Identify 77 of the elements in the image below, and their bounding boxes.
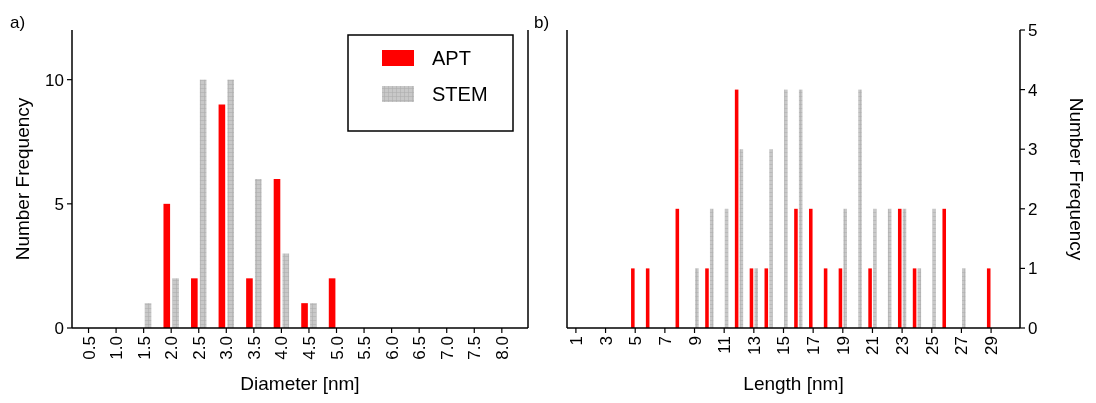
y2-tick-label: 1 [1028, 259, 1038, 279]
bar [227, 79, 235, 328]
x-tick-label: 2.0 [162, 336, 182, 360]
x-tick-label: 3.0 [217, 336, 237, 360]
x-tick-label: 27 [952, 336, 972, 355]
x-tick-label: 8.0 [492, 336, 512, 360]
x-tick-label: 1.0 [107, 336, 127, 360]
x-tick-label: 7 [655, 336, 675, 346]
x-tick-label: 25 [922, 336, 942, 355]
bar [328, 278, 336, 328]
x-tick-label: 5.5 [355, 336, 375, 360]
y2-tick-label: 0 [1028, 319, 1038, 338]
bar [784, 89, 788, 328]
x-tick-label: 7.5 [465, 336, 485, 360]
text: a) [10, 13, 26, 32]
x-tick-label: 23 [893, 336, 913, 355]
y2-tick-label: 4 [1028, 80, 1038, 100]
bar [868, 268, 872, 328]
x-tick-label: 9 [685, 336, 705, 346]
x-tick-label: 17 [804, 336, 824, 355]
bar [932, 208, 936, 328]
y2-tick-label: 5 [1028, 21, 1038, 40]
bar [843, 208, 847, 328]
bar [310, 303, 317, 328]
x-tick-label: 0.5 [79, 336, 99, 360]
y2-tick-label: 3 [1028, 140, 1038, 160]
bar [218, 104, 226, 328]
y-tick-label: 10 [45, 70, 64, 90]
x-tick-label: 7.0 [437, 336, 457, 360]
y2-axis-title: Number Frequency [1066, 97, 1087, 261]
x-tick-label: 1 [566, 336, 586, 346]
bar [191, 278, 198, 328]
x-tick-label: 29 [982, 336, 1002, 355]
y-tick-label: 5 [54, 194, 64, 214]
bar [705, 268, 709, 328]
bar [631, 268, 635, 328]
x-tick-label: 5 [626, 336, 646, 346]
bar [163, 203, 171, 328]
legend-label: STEM [432, 83, 488, 105]
y-tick-label: 0 [54, 319, 64, 338]
bar [709, 208, 714, 328]
bar [199, 79, 207, 328]
x-tick-label: 6.5 [410, 336, 430, 360]
x-tick-label: 21 [863, 336, 883, 355]
bar [858, 89, 862, 328]
bar [897, 208, 902, 328]
x-tick-label: 3 [596, 336, 616, 346]
x-tick-label: 5.0 [327, 336, 347, 360]
x-tick-label: 3.5 [244, 336, 264, 360]
bar [172, 278, 179, 328]
bar [873, 208, 877, 328]
bar [769, 149, 773, 328]
x-tick-label: 6.0 [382, 336, 402, 360]
bar [942, 208, 947, 328]
y-axis-title: Number Frequency [12, 97, 33, 261]
x-tick-label: 13 [744, 336, 764, 355]
x-tick-label: 1.5 [134, 336, 154, 360]
bar [273, 179, 281, 328]
legend-label: APT [432, 47, 471, 69]
bar [301, 303, 308, 328]
y2-tick-label: 2 [1028, 199, 1038, 219]
x-tick-label: 4.0 [272, 336, 292, 360]
x-tick-label: 11 [715, 336, 735, 354]
x-axis-title: Diameter [nm] [240, 373, 360, 394]
x-tick-label: 19 [833, 336, 853, 355]
x-tick-label: 15 [774, 336, 794, 355]
text: b) [534, 13, 550, 32]
bar [962, 268, 966, 328]
bar [695, 268, 699, 328]
bar [754, 268, 758, 328]
bar [254, 179, 262, 328]
x-axis-title: Length [nm] [743, 373, 844, 394]
bar [809, 208, 813, 328]
bar [246, 278, 253, 328]
x-tick-label: 4.5 [299, 336, 319, 360]
x-tick-label: 2.5 [189, 336, 209, 360]
bar [794, 208, 798, 328]
